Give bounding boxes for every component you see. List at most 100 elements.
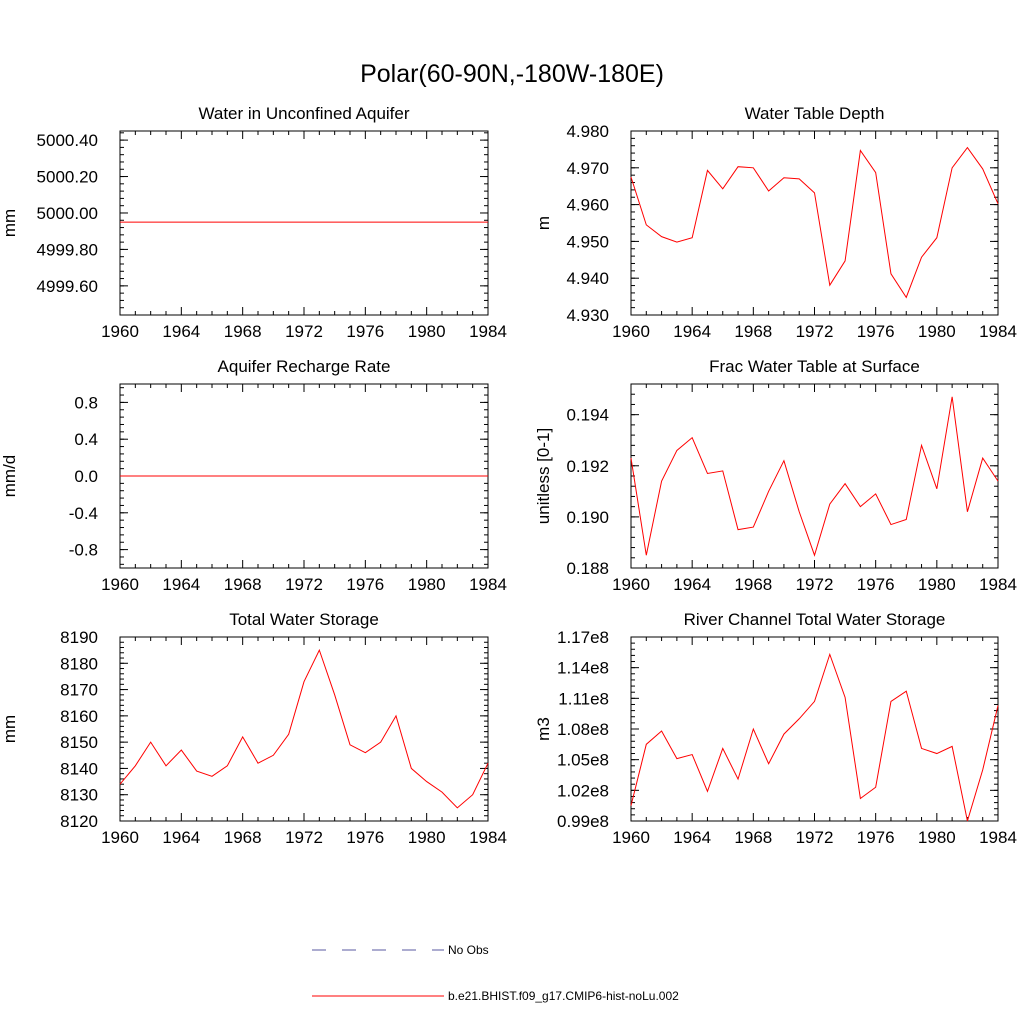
panel-title: Water in Unconfined Aquifer: [198, 104, 409, 123]
x-tick-label: 1976: [857, 828, 895, 847]
x-tick-label: 1972: [285, 828, 323, 847]
y-axis-label: unitless [0-1]: [534, 428, 553, 524]
x-tick-label: 1960: [101, 828, 139, 847]
legend: No Obs b.e21.BHIST.f09_g17.CMIP6-hist-no…: [312, 943, 679, 1003]
y-axis-label: m3: [534, 717, 553, 741]
y-tick-label: 8160: [60, 707, 98, 726]
series-line: [119, 648, 489, 809]
y-tick-label: 8150: [60, 733, 98, 752]
y-tick-label: 4999.80: [37, 240, 98, 259]
y-tick-label: 8120: [60, 812, 98, 831]
x-tick-label: 1972: [285, 322, 323, 341]
chart-panel-4: Frac Water Table at Surface unitless [0-1…: [534, 357, 1017, 594]
y-tick-label: 8190: [60, 628, 98, 647]
y-tick-label: -0.8: [69, 541, 98, 560]
x-tick-label: 1980: [408, 575, 446, 594]
x-tick-label: 1976: [346, 322, 384, 341]
y-tick-label: -0.4: [69, 504, 98, 523]
y-axis-label: mm: [0, 715, 19, 743]
x-tick-label: 1976: [346, 575, 384, 594]
legend-label-model-run: b.e21.BHIST.f09_g17.CMIP6-hist-noLu.002: [448, 989, 679, 1003]
y-tick-label: 0.190: [566, 508, 609, 527]
x-tick-label: 1964: [162, 828, 200, 847]
y-tick-label: 8180: [60, 654, 98, 673]
y-tick-label: 0.188: [566, 559, 609, 578]
x-tick-label: 1964: [673, 575, 711, 594]
x-tick-label: 1968: [224, 828, 262, 847]
panel-title: River Channel Total Water Storage: [684, 610, 946, 629]
y-tick-label: 5000.40: [37, 131, 98, 150]
x-tick-label: 1976: [346, 828, 384, 847]
x-tick-label: 1972: [285, 575, 323, 594]
y-tick-label: 8140: [60, 759, 98, 778]
x-tick-label: 1972: [796, 322, 834, 341]
panel-title: Frac Water Table at Surface: [709, 357, 920, 376]
y-tick-label: 4.940: [566, 269, 609, 288]
chart-panel-1: Water in Unconfined Aquifer mm 1960 1964 196…: [0, 104, 507, 341]
y-tick-label: 0.4: [74, 430, 98, 449]
x-tick-label: 1960: [101, 322, 139, 341]
y-tick-label: 1.05e8: [557, 751, 609, 770]
y-tick-label: 4.950: [566, 232, 609, 251]
x-tick-label: 1968: [734, 575, 772, 594]
y-tick-label: 1.17e8: [557, 628, 609, 647]
x-tick-label: 1976: [857, 575, 895, 594]
y-tick-label: 0.99e8: [557, 812, 609, 831]
x-tick-label: 1960: [101, 575, 139, 594]
x-tick-label: 1968: [734, 828, 772, 847]
chart-panel-2: Water Table Depth m 1960 1964 1968 1972 1976 19…: [534, 104, 1017, 341]
x-tick-label: 1976: [857, 322, 895, 341]
series-line: [630, 396, 999, 557]
x-tick-label: 1964: [673, 322, 711, 341]
y-tick-label: 4.970: [566, 159, 609, 178]
y-tick-label: 1.08e8: [557, 720, 609, 739]
x-tick-label: 1960: [612, 828, 650, 847]
x-tick-label: 1968: [734, 322, 772, 341]
panel-title: Aquifer Recharge Rate: [218, 357, 391, 376]
x-tick-label: 1980: [918, 575, 956, 594]
x-tick-label: 1984: [979, 828, 1017, 847]
panels: Water in Unconfined Aquifer mm 1960 1964 196…: [0, 104, 1017, 847]
y-tick-label: 4.980: [566, 122, 609, 141]
chart-panel-6: River Channel Total Water Storage m3 1960 1…: [534, 610, 1017, 847]
x-tick-label: 1980: [408, 322, 446, 341]
chart-panel-5: Total Water Storage mm 1960 1964 1968 1972 197…: [0, 610, 507, 847]
x-tick-label: 1964: [162, 322, 200, 341]
panel-title: Water Table Depth: [745, 104, 885, 123]
x-tick-label: 1984: [469, 828, 507, 847]
panel-title: Total Water Storage: [229, 610, 379, 629]
y-tick-label: 0.8: [74, 393, 98, 412]
y-tick-label: 4.930: [566, 306, 609, 325]
y-axis-label: mm/d: [0, 455, 19, 498]
y-tick-label: 5000.20: [37, 168, 98, 187]
x-tick-label: 1964: [162, 575, 200, 594]
series-line: [630, 146, 999, 299]
y-axis-label: mm: [0, 209, 19, 237]
x-tick-label: 1984: [469, 575, 507, 594]
x-tick-label: 1964: [673, 828, 711, 847]
x-tick-label: 1980: [918, 322, 956, 341]
y-tick-label: 4.960: [566, 196, 609, 215]
x-tick-label: 1980: [408, 828, 446, 847]
y-tick-label: 1.11e8: [558, 689, 609, 708]
x-tick-label: 1960: [612, 575, 650, 594]
x-tick-label: 1972: [796, 575, 834, 594]
y-tick-label: 8130: [60, 786, 98, 805]
x-tick-label: 1984: [979, 322, 1017, 341]
x-tick-label: 1972: [796, 828, 834, 847]
x-tick-label: 1980: [918, 828, 956, 847]
y-tick-label: 1.14e8: [557, 659, 609, 678]
x-tick-label: 1960: [612, 322, 650, 341]
series-line: [630, 652, 999, 822]
x-tick-label: 1984: [469, 322, 507, 341]
y-tick-label: 0.0: [74, 467, 98, 486]
y-tick-label: 8170: [60, 681, 98, 700]
legend-label-no-obs: No Obs: [448, 943, 489, 957]
y-tick-label: 5000.00: [37, 204, 98, 223]
y-tick-label: 0.194: [566, 406, 609, 425]
figure-title: Polar(60-90N,-180W-180E): [360, 60, 664, 88]
x-tick-label: 1968: [224, 322, 262, 341]
y-tick-label: 0.192: [566, 457, 609, 476]
